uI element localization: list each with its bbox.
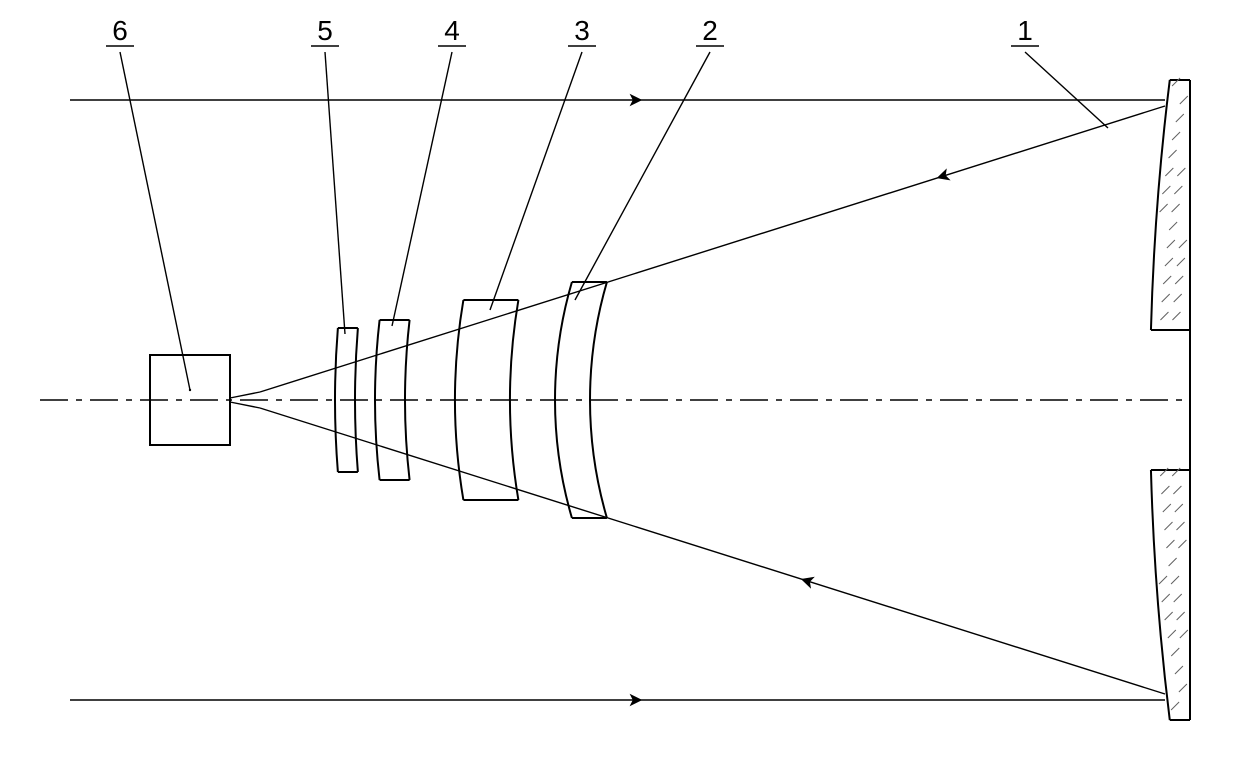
svg-text:5: 5 xyxy=(317,15,333,46)
svg-text:1: 1 xyxy=(1017,15,1033,46)
svg-text:6: 6 xyxy=(112,15,128,46)
svg-text:4: 4 xyxy=(444,15,460,46)
svg-text:2: 2 xyxy=(702,15,718,46)
svg-text:3: 3 xyxy=(574,15,590,46)
